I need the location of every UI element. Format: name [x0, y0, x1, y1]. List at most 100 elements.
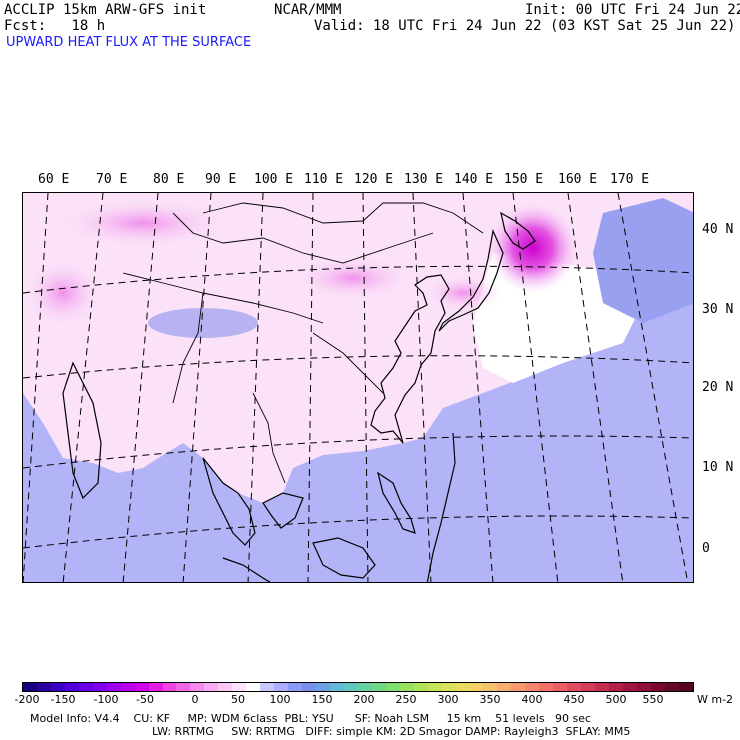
colorbar-tick: -150 [50, 693, 76, 706]
colorbar-swatch [497, 683, 512, 691]
model-info-line: Model Info: V4.4 CU: KF MP: WDM 6class P… [30, 712, 592, 725]
colorbar-tick: 150 [311, 693, 333, 706]
lat-label: 10 N [702, 460, 734, 475]
colorbar-swatch [553, 683, 568, 691]
heat-flux-map [22, 192, 694, 583]
colorbar-swatch [120, 683, 135, 691]
colorbar-swatch [148, 683, 163, 691]
map-canvas [23, 193, 693, 582]
lon-label: 100 E [254, 172, 294, 187]
colorbar-swatch [609, 683, 623, 691]
colorbar-swatch [106, 683, 121, 691]
field-title: UPWARD HEAT FLUX AT THE SURFACE [6, 35, 252, 50]
colorbar-swatch [357, 683, 372, 691]
colorbar-swatch [260, 683, 275, 691]
colorbar-swatch [511, 683, 526, 691]
pink-plume [423, 275, 503, 311]
colorbar-swatch [427, 683, 442, 691]
valid-time: Valid: 18 UTC Fri 24 Jun 22 (03 KST Sat … [314, 18, 736, 34]
colorbar-swatch [455, 683, 470, 691]
lon-label: 110 E [304, 172, 344, 187]
colorbar-tick: 450 [563, 693, 585, 706]
colorbar-swatch [622, 683, 637, 691]
graticule [23, 193, 693, 582]
lon-label: 170 E [610, 172, 650, 187]
pink-plume [293, 256, 413, 300]
colorbar [22, 682, 694, 692]
colorbar-swatch [650, 683, 665, 691]
colorbar-tick: 500 [605, 693, 627, 706]
colorbar-swatch [636, 683, 651, 691]
colorbar-swatch [581, 683, 596, 691]
lon-label: 90 E [205, 172, 237, 187]
colorbar-swatch [134, 683, 149, 691]
lat-label: 30 N [702, 302, 734, 317]
forecast-label: Fcst: 18 h [4, 18, 105, 34]
fcst-value: 18 h [71, 18, 106, 34]
lon-label: 80 E [153, 172, 185, 187]
pink-plume [23, 258, 103, 328]
lat-label: 20 N [702, 380, 734, 395]
colorbar-swatch [441, 683, 456, 691]
pink-plume [53, 198, 233, 248]
colorbar-swatch [483, 683, 498, 691]
tibet-patch [148, 308, 258, 338]
colorbar-tick: -200 [14, 693, 40, 706]
colorbar-tick: 50 [231, 693, 245, 706]
colorbar-swatch [204, 683, 219, 691]
colorbar-tick: -50 [136, 693, 154, 706]
colorbar-swatch [385, 683, 400, 691]
colorbar-swatch [316, 683, 330, 691]
heat-flux-maximum [488, 203, 578, 293]
colorbar-tick: 300 [437, 693, 459, 706]
colorbar-swatch [413, 683, 428, 691]
colorbar-swatch [302, 683, 317, 691]
colorbar-units: W m-2 [697, 693, 734, 706]
colorbar-swatch [678, 683, 693, 691]
colorbar-swatch [595, 683, 610, 691]
colorbar-tick: 400 [521, 693, 543, 706]
colorbar-swatch [399, 683, 414, 691]
colorbar-swatch [23, 683, 37, 691]
colorbar-swatch [64, 683, 79, 691]
colorbar-swatch [162, 683, 177, 691]
colorbar-swatch [567, 683, 582, 691]
colorbar-swatch [664, 683, 679, 691]
colorbar-swatch [539, 683, 554, 691]
colorbar-swatch [246, 683, 261, 691]
lat-label: 0 [702, 541, 710, 556]
colorbar-swatch [36, 683, 51, 691]
center-label: NCAR/MMM [274, 2, 342, 18]
model-title: ACCLIP 15km ARW-GFS init [4, 2, 207, 18]
colorbar-swatch [343, 683, 358, 691]
colorbar-swatch [288, 683, 303, 691]
colorbar-swatch [78, 683, 93, 691]
lon-label: 140 E [454, 172, 494, 187]
colorbar-swatch [50, 683, 65, 691]
colorbar-tick: 200 [353, 693, 375, 706]
coastlines [62, 211, 536, 582]
colorbar-swatch [525, 683, 540, 691]
colorbar-tick: 550 [642, 693, 664, 706]
lon-label: 70 E [96, 172, 128, 187]
colorbar-swatch [371, 683, 386, 691]
colorbar-tick: 250 [395, 693, 417, 706]
lon-label: 150 E [504, 172, 544, 187]
colorbar-swatch [329, 683, 344, 691]
init-time: Init: 00 UTC Fri 24 Jun 22 [525, 2, 740, 18]
colorbar-tick: 0 [191, 693, 199, 706]
fcst-label: Fcst: [4, 18, 47, 34]
lon-label: 160 E [558, 172, 598, 187]
lon-label: 120 E [354, 172, 394, 187]
colorbar-swatch [232, 683, 247, 691]
ocean-patch [593, 198, 693, 323]
colorbar-swatch [274, 683, 289, 691]
colorbar-swatch [92, 683, 107, 691]
colorbar-tick: -100 [93, 693, 119, 706]
colorbar-swatch [469, 683, 484, 691]
colorbar-swatch [176, 683, 191, 691]
lon-label: 130 E [404, 172, 444, 187]
physics-info-line: LW: RRTMG SW: RRTMG DIFF: simple KM: 2D … [152, 725, 631, 738]
colorbar-tick: 100 [269, 693, 291, 706]
colorbar-tick: 350 [479, 693, 501, 706]
